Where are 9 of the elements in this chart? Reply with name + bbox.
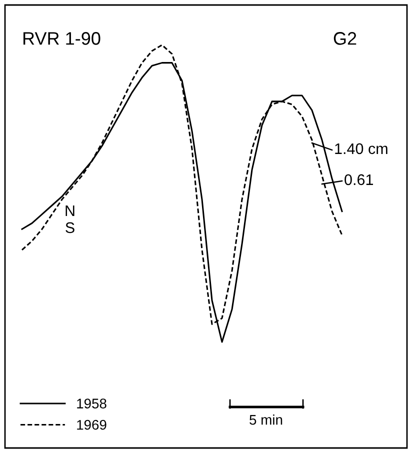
annotation: 0.61 [344, 174, 373, 186]
legend-label: 1969 [77, 420, 106, 430]
chart-title: RVR 1-90 [23, 32, 100, 45]
annotation: N [66, 205, 74, 216]
text: 5 min [250, 414, 282, 425]
annotation: 1.40 cm [335, 143, 388, 154]
text: G2 [334, 32, 356, 45]
legend-label: 1958 [77, 398, 106, 408]
annotation: S [66, 222, 74, 234]
